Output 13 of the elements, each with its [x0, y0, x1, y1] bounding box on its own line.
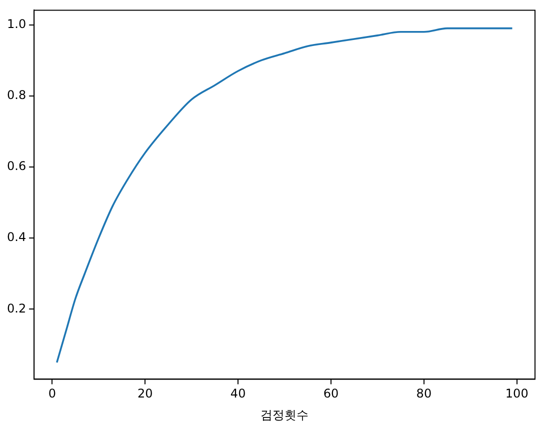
- x-tick-label: 20: [138, 386, 153, 401]
- x-tick-label: 40: [230, 386, 246, 401]
- y-tick-label: 0.4: [6, 230, 26, 244]
- y-tick-label: 0.6: [6, 159, 26, 174]
- y-tick-label: 1.0: [6, 16, 26, 31]
- x-axis-title: 검정횟수: [260, 408, 309, 422]
- x-tick-label: 100: [505, 386, 528, 401]
- line-series: [56, 27, 514, 364]
- y-tick-label: 0.8: [6, 88, 26, 102]
- y-tick-label: 0.2: [6, 301, 26, 316]
- x-tick-label: 60: [323, 386, 339, 401]
- x-tick-label: 80: [416, 386, 432, 401]
- x-tick-label: 0: [48, 386, 56, 401]
